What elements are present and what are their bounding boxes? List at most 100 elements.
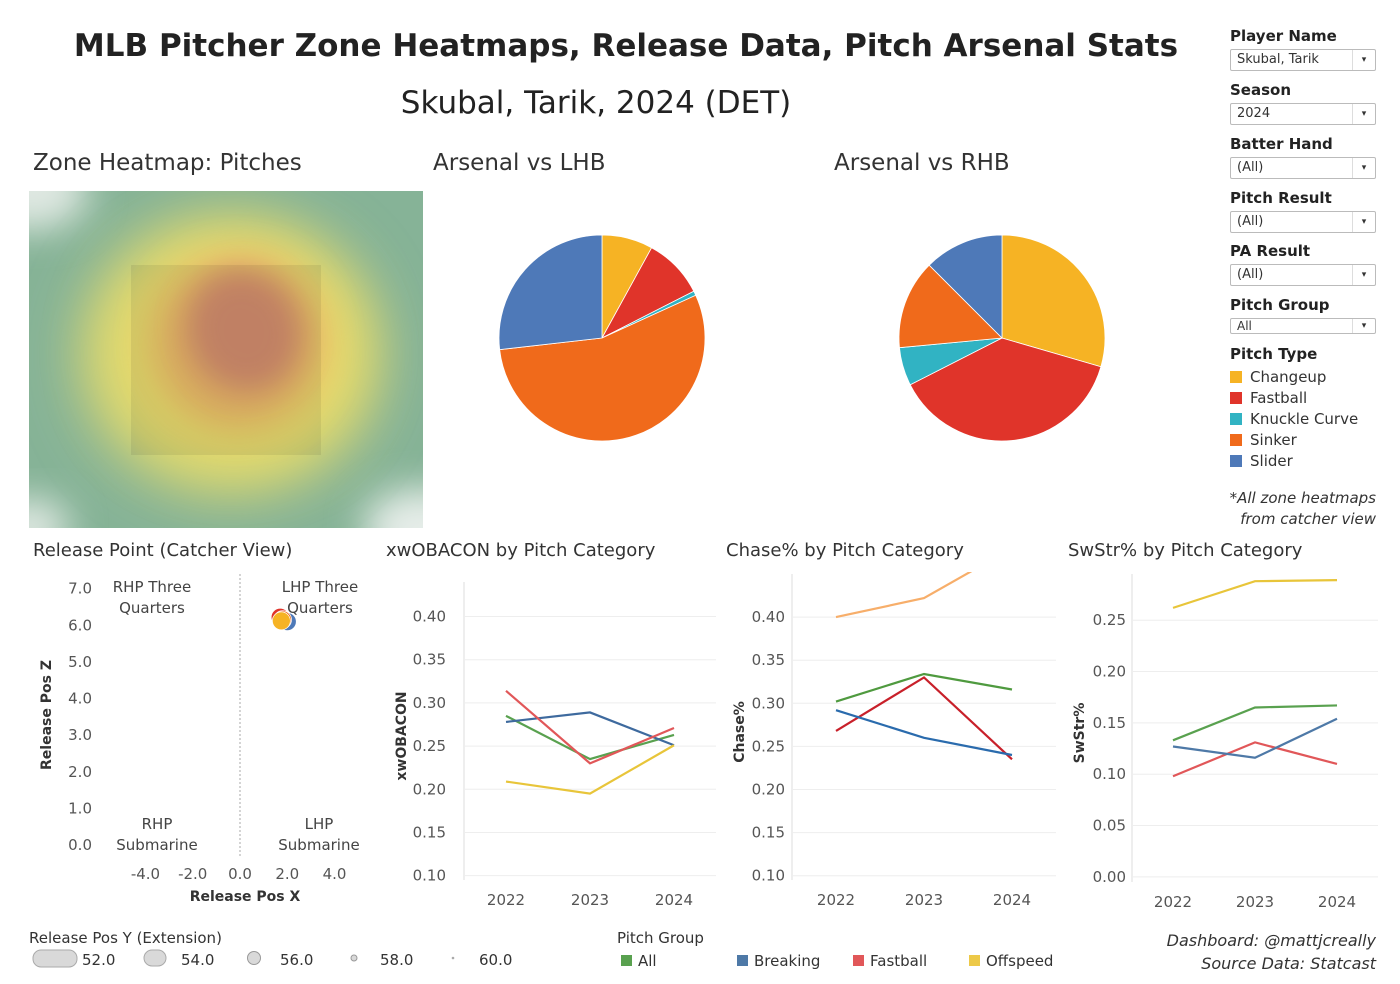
filter-label: Batter Hand [1230, 135, 1333, 153]
legend-swatch [1230, 391, 1242, 404]
pie-rhb-title: Arsenal vs RHB [834, 150, 1010, 176]
chevron-down-icon[interactable]: ▾ [1352, 319, 1375, 333]
series-line-all[interactable] [835, 672, 1013, 703]
quadrant-label: LHP [305, 815, 334, 833]
series-line-offspeed[interactable] [505, 744, 675, 795]
credit-line: Dashboard: @mattjcreally [1166, 931, 1376, 950]
legend-swatch [1230, 454, 1242, 467]
series-line-fastball[interactable] [505, 690, 675, 765]
pitch-group-legend: Pitch Group [617, 929, 704, 947]
pie-slice-changeup[interactable] [1001, 234, 1106, 368]
size-legend: Release Pos Y (Extension) [29, 929, 222, 947]
series-line-breaking[interactable] [505, 711, 675, 747]
dropdown-value: 2024 [1237, 106, 1271, 121]
legend-item-sinker[interactable]: Sinker [1230, 429, 1390, 450]
series-line-offspeed[interactable] [835, 566, 1012, 619]
chevron-down-icon[interactable]: ▾ [1352, 265, 1375, 285]
pie-chart-lhb[interactable] [490, 227, 715, 449]
size-mark [350, 954, 358, 962]
y-tick-label: 0.20 [1093, 663, 1126, 681]
legend-item-all[interactable]: All [621, 950, 657, 971]
series-line-all[interactable] [1172, 704, 1338, 742]
series-line-fastball[interactable] [1172, 741, 1338, 778]
pie-slice-sinker[interactable] [499, 294, 706, 442]
chevron-down-icon[interactable]: ▾ [1352, 158, 1375, 178]
pitch-type-legend: Pitch Type Changeup Fastball Knuckle Cur… [1230, 345, 1390, 471]
filter-batter-hand: Batter Hand (All) ▾ [1230, 135, 1376, 179]
series-line-all[interactable] [505, 714, 675, 761]
size-mark [451, 956, 455, 960]
pie-chart-rhb[interactable] [890, 227, 1115, 449]
size-legend-title: Release Pos Y (Extension) [29, 929, 222, 947]
pie-slice-slider[interactable] [928, 234, 1003, 339]
size-mark [143, 949, 167, 967]
chevron-down-icon[interactable]: ▾ [1352, 50, 1375, 70]
y-tick-label: 0.30 [413, 694, 446, 712]
legend-item-knuckle-curve[interactable]: Knuckle Curve [1230, 408, 1390, 429]
y-tick-label: 0.00 [1093, 868, 1126, 886]
legend-swatch [1230, 433, 1242, 446]
filter-label: Player Name [1230, 27, 1337, 45]
quadrant-label: Submarine [278, 836, 359, 854]
heatmap-corner [29, 498, 69, 528]
filter-player-name: Player Name Skubal, Tarik ▾ [1230, 27, 1376, 71]
quadrant-label: Quarters [287, 599, 353, 617]
legend-item-breaking[interactable]: Breaking [737, 950, 820, 971]
series-line-fastball[interactable] [835, 676, 1013, 761]
note-line: *All zone heatmaps [1229, 489, 1376, 507]
y-tick-label: 0.25 [413, 737, 446, 755]
pie-slice-fastball[interactable] [909, 337, 1102, 442]
y-tick-label: 5.0 [68, 653, 92, 671]
pie-slice-sinker[interactable] [898, 264, 1003, 349]
chase-line-chart[interactable]: 0.10 0.15 0.20 0.25 0.30 0.35 0.40 2022 2023 2024… [724, 566, 1060, 916]
legend-item-offspeed[interactable]: Offspeed [969, 950, 1053, 971]
pa-result-dropdown[interactable]: (All) ▾ [1230, 264, 1376, 286]
legend-item-fastball[interactable]: Fastball [1230, 387, 1390, 408]
quadrant-label: RHP Three [113, 578, 191, 596]
y-tick-label: 1.0 [68, 799, 92, 817]
release-point-chart[interactable]: 0.0 1.0 2.0 3.0 4.0 5.0 6.0 7.0 -4.0 -2.0 0.0 2.0 4.… [30, 566, 380, 926]
player-name-dropdown[interactable]: Skubal, Tarik ▾ [1230, 49, 1376, 71]
filter-season: Season 2024 ▾ [1230, 81, 1376, 125]
x-tick-label: 2024 [655, 891, 693, 909]
filter-pitch-group: Pitch Group All ▾ [1230, 296, 1376, 334]
legend-item-slider[interactable]: Slider [1230, 450, 1390, 471]
heatmap-title: Zone Heatmap: Pitches [33, 150, 302, 176]
series-line-breaking[interactable] [1172, 717, 1338, 759]
legend-label: Slider [1250, 451, 1293, 470]
legend-label: Breaking [754, 951, 821, 970]
swstr-line-chart[interactable]: 0.00 0.05 0.10 0.15 0.20 0.25 2022 2023 2024 SwSt… [1066, 566, 1382, 916]
batter-hand-dropdown[interactable]: (All) ▾ [1230, 157, 1376, 179]
size-value: 58.0 [380, 951, 413, 969]
series-line-breaking[interactable] [835, 709, 1013, 757]
filter-label: Pitch Group [1230, 296, 1330, 314]
x-tick-label: -2.0 [178, 865, 207, 883]
chevron-down-icon[interactable]: ▾ [1352, 212, 1375, 232]
y-axis-label: Release Pos Z [39, 660, 55, 770]
plot-area [1172, 579, 1338, 778]
release-point-changeup[interactable] [272, 611, 291, 631]
x-tick-label: 2023 [905, 891, 943, 909]
y-tick-label: 0.20 [413, 780, 446, 798]
y-axis-label: xwOBACON [394, 691, 410, 780]
pie-slice-slider[interactable] [498, 234, 603, 351]
legend-item-fastball-group[interactable]: Fastball [853, 950, 927, 971]
chevron-down-icon[interactable]: ▾ [1352, 104, 1375, 124]
size-mark [32, 949, 78, 968]
xwobacon-title: xwOBACON by Pitch Category [386, 540, 656, 561]
x-tick-label: 2024 [993, 891, 1031, 909]
season-dropdown[interactable]: 2024 ▾ [1230, 103, 1376, 125]
pitch-result-dropdown[interactable]: (All) ▾ [1230, 211, 1376, 233]
legend-item-changeup[interactable]: Changeup [1230, 366, 1390, 387]
pitch-group-dropdown[interactable]: All ▾ [1230, 318, 1376, 334]
dropdown-value: (All) [1237, 160, 1264, 175]
size-value: 60.0 [479, 951, 512, 969]
legend-label: Fastball [870, 951, 928, 970]
xwobacon-line-chart[interactable]: 0.10 0.15 0.20 0.25 0.30 0.35 0.40 2022 2023 2024… [384, 566, 720, 916]
plot-area [505, 690, 675, 795]
zone-heatmap[interactable] [29, 191, 423, 528]
y-tick-label: 2.0 [68, 763, 92, 781]
dropdown-value: All [1237, 319, 1252, 333]
filter-label: Season [1230, 81, 1292, 99]
series-line-offspeed[interactable] [1172, 579, 1338, 609]
